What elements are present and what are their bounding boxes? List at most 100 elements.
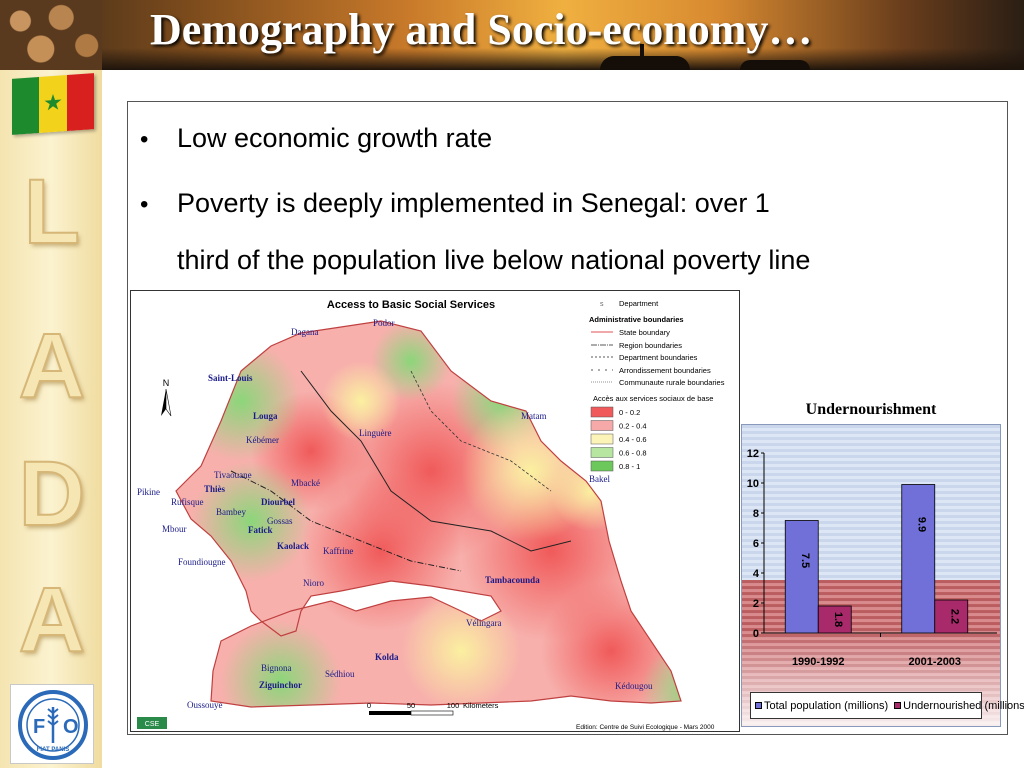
map-edition: Edition: Centre de Suivi Ecologique - Ma… [576,724,715,731]
bullet-marker: • [140,191,149,218]
map-legend: s Department Administrative boundaries S… [589,299,725,472]
cracked-earth-image [0,0,102,70]
side-letter-a: A [18,315,86,417]
place-label: Gossas [267,516,293,526]
place-label: Mbour [162,524,187,534]
legend-state: State boundary [619,328,670,337]
place-label: Foundiougne [178,557,226,567]
bar-data-label: 1.8 [832,612,844,627]
legend-department: Department [619,299,659,308]
side-band [0,70,102,768]
legend-department-boundary: Department boundaries [619,353,698,362]
place-label: Tambacounda [485,575,540,585]
side-letter-a2: A [18,569,86,671]
legend-class-label: 0.4 - 0.6 [619,435,647,444]
svg-text:O: O [63,716,79,738]
senegal-flag-icon: ★ [12,73,94,135]
svg-text:CSE: CSE [145,721,160,728]
scale-bar: 0 50 100 Kilometers [367,701,499,716]
y-tick-label: 4 [753,568,760,580]
legend-class-swatch [590,420,614,431]
bullet-text-continued: third of the population live below natio… [177,245,811,275]
legend-class-swatch [590,447,614,458]
banner-tree [640,44,644,70]
bar-data-label: 9.9 [915,517,927,532]
bar [901,484,936,634]
place-label: Thiès [204,484,226,494]
legend-class-label: 0.8 - 1 [619,462,640,471]
chart-legend: Total population (millions) Undernourish… [750,692,1024,719]
place-label: Matam [521,411,547,421]
y-tick-label: 6 [753,538,759,550]
bullet-marker: • [140,126,149,153]
place-label: Pikine [137,487,160,497]
place-label: Kaffrine [323,546,353,556]
state-boundary [175,320,682,708]
svg-text:0: 0 [367,701,371,710]
place-label: Sédhiou [325,669,355,679]
x-tick-label: 1990-1992 [792,656,845,668]
svg-text:50: 50 [407,701,415,710]
svg-text:N: N [163,378,170,388]
legend-item: Undernourished (millions) [894,700,1024,712]
banner-tree [600,56,690,70]
legend-class-swatch [590,433,614,445]
svg-text:Kilometers: Kilometers [463,701,499,710]
legend-class-swatch [590,406,614,418]
place-label: Tivaouane [214,470,252,480]
undernourishment-chart: 0 2 4 6 8 10 12 7.5 1.8 1990-1992 9.9 2.2 2001-2003 [741,424,1001,727]
side-letter-l: L [23,161,81,263]
svg-text:s: s [600,301,604,308]
place-label: Kébémer [246,435,279,445]
place-label: Bambey [216,507,246,517]
bar [784,520,819,634]
fao-logo: F O FIAT PANIS [10,684,94,764]
y-tick-label: 12 [747,448,759,460]
place-label: Kolda [375,652,399,662]
place-label: Bignona [261,663,292,673]
bar-data-label: 7.5 [799,553,811,568]
legend-region: Region boundaries [619,341,682,350]
legend-item: Total population (millions) [755,700,888,712]
map-title: Access to Basic Social Services [327,299,495,311]
place-label: Kédougou [615,681,653,691]
cse-logo: CSE [137,717,167,729]
legend-access-header: Accès aux services sociaux de base [593,394,713,403]
place-label: Louga [253,411,278,421]
place-label: Diourbel [261,497,296,507]
place-label: Rufisque [171,497,204,507]
legend-swatch [755,702,762,709]
fao-logo-text: FIAT PANIS [37,747,69,753]
legend-class-label: 0 - 0.2 [619,408,640,417]
access-map: Access to Basic Social Services N Podor … [130,290,740,732]
svg-text:F: F [33,716,45,738]
y-tick-label: 0 [753,628,759,640]
place-label: Linguère [359,428,391,438]
legend-class-swatch [590,460,614,472]
bullet-text: Low economic growth rate [177,123,493,153]
place-label: Kaolack [277,541,309,551]
legend-label: Total population (millions) [764,699,889,712]
bullet-text: Poverty is deeply implemented in Senegal… [177,188,770,218]
place-label: Nioro [303,578,324,588]
side-letter-d: D [18,443,86,545]
place-label: Bakel [589,474,610,484]
north-arrow-icon: N [161,378,172,417]
bar-data-label: 2.2 [948,609,960,624]
y-tick-label: 10 [747,478,759,490]
slide-title: Demography and Socio-economy… [150,5,813,54]
legend-label: Undernourished (millions) [903,699,1024,712]
place-label: Ziguinchor [259,680,302,690]
svg-text:100: 100 [447,701,460,710]
y-tick-label: 8 [753,508,759,520]
bar [934,599,969,634]
place-label: Dagana [291,327,318,337]
place-label: Fatick [248,525,273,535]
y-tick-label: 2 [753,598,759,610]
chart-title: Undernourishment [805,401,937,418]
place-label: Oussouye [187,700,223,710]
legend-communaute: Communaute rurale boundaries [619,378,725,387]
title-banner [0,0,1024,70]
place-label: Mbacké [291,478,320,488]
